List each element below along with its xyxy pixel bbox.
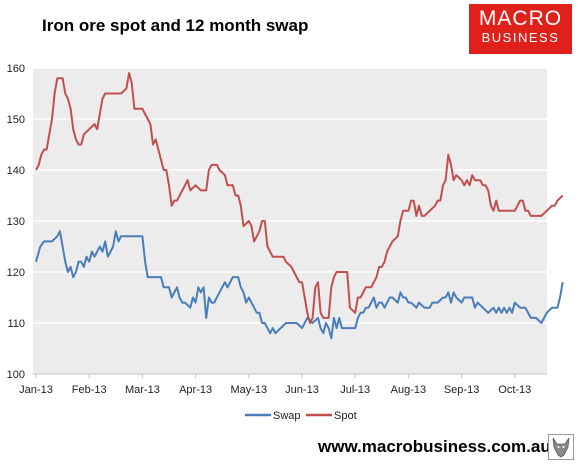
y-tick-label: 100 bbox=[7, 369, 25, 381]
macrobusiness-logo: MACRO BUSINESS bbox=[469, 4, 572, 54]
y-tick-label: 140 bbox=[7, 165, 25, 177]
y-tick-label: 160 bbox=[7, 63, 25, 75]
legend: Swap Spot bbox=[245, 410, 357, 422]
x-tick-label: Jun-13 bbox=[285, 384, 319, 396]
wolf-icon bbox=[548, 434, 574, 460]
x-tick-label: Jul-13 bbox=[340, 384, 370, 396]
x-tick-label: Sep-13 bbox=[444, 384, 479, 396]
legend-label-swap: Swap bbox=[273, 410, 301, 422]
logo-line-2: BUSINESS bbox=[481, 30, 560, 45]
y-tick-label: 110 bbox=[7, 318, 25, 330]
logo-line-1: MACRO bbox=[478, 7, 563, 30]
x-tick-label: Feb-13 bbox=[72, 384, 107, 396]
legend-label-spot: Spot bbox=[334, 410, 357, 422]
series-line-spot bbox=[35, 72, 564, 324]
footer-url: www.macrobusiness.com.au bbox=[318, 437, 551, 456]
x-axis-tick-labels: Jan-13 Feb-13 Mar-13 Apr-13 May-13 Jun-13 Jul-… bbox=[19, 384, 531, 396]
x-tick-label: Apr-13 bbox=[179, 384, 212, 396]
x-tick-label: May-13 bbox=[230, 384, 267, 396]
series-lines bbox=[35, 72, 564, 340]
chart-title: Iron ore spot and 12 month swap bbox=[42, 16, 309, 35]
y-tick-label: 130 bbox=[7, 216, 25, 228]
x-tick-label: Mar-13 bbox=[125, 384, 160, 396]
y-axis-tick-labels: 100 110 120 130 140 150 160 bbox=[7, 63, 25, 381]
y-tick-label: 120 bbox=[7, 267, 25, 279]
series-line-swap bbox=[35, 230, 564, 340]
y-tick-label: 150 bbox=[7, 114, 25, 126]
x-axis-ticks bbox=[35, 374, 516, 378]
x-tick-label: Aug-13 bbox=[391, 384, 426, 396]
x-tick-label: Oct-13 bbox=[498, 384, 531, 396]
x-tick-label: Jan-13 bbox=[19, 384, 53, 396]
